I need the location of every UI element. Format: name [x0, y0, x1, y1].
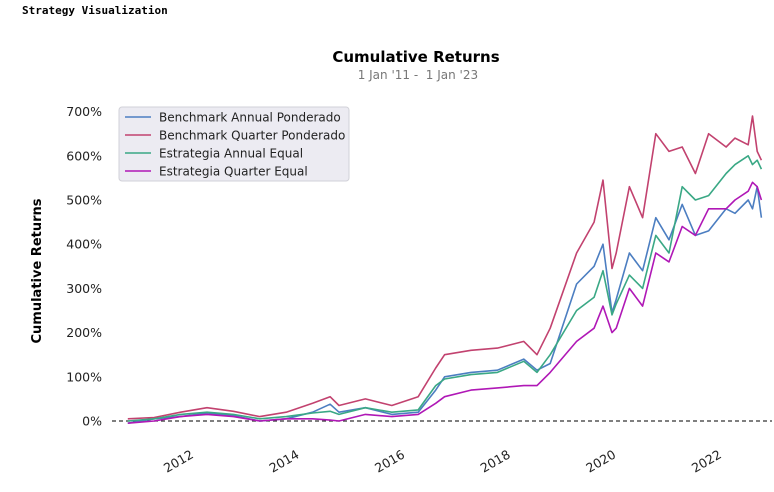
- y-tick-label: 200%: [66, 325, 102, 340]
- series-line-4: [127, 181, 763, 424]
- y-tick-label: 400%: [66, 237, 102, 252]
- chart-subtitle: 1 Jan '11 - 1 Jan '23: [354, 68, 478, 82]
- y-axis-label: Cumulative Returns: [30, 198, 45, 343]
- y-tick-label: 100%: [66, 369, 102, 384]
- series-line-2: [127, 115, 763, 420]
- y-tick-label: 500%: [66, 193, 102, 208]
- series-line-3: [127, 155, 763, 422]
- app-title: Strategy Visualization: [22, 4, 168, 17]
- y-tick-label: 700%: [66, 104, 102, 119]
- x-tick-label: 2014: [266, 447, 301, 476]
- x-tick-label: 2018: [478, 447, 513, 476]
- chart-title: Cumulative Returns: [332, 48, 499, 66]
- x-tick-label: 2016: [372, 447, 407, 476]
- legend-label: Estrategia Quarter Equal: [159, 165, 308, 179]
- legend-label: Benchmark Annual Ponderado: [159, 111, 341, 125]
- x-tick-label: 2022: [689, 447, 724, 476]
- x-tick-label: 2012: [161, 447, 196, 476]
- legend-label: Benchmark Quarter Ponderado: [159, 129, 345, 143]
- y-tick-label: 0%: [82, 414, 102, 429]
- series-line-1: [127, 185, 763, 424]
- legend-box: [118, 106, 350, 182]
- y-tick-label: 300%: [66, 281, 102, 296]
- legend: Benchmark Annual Ponderado Benchmark Quar…: [118, 106, 350, 182]
- legend-label: Estrategia Annual Equal: [159, 147, 303, 161]
- x-tick-label: 2020: [583, 447, 618, 476]
- y-tick-label: 600%: [66, 148, 102, 163]
